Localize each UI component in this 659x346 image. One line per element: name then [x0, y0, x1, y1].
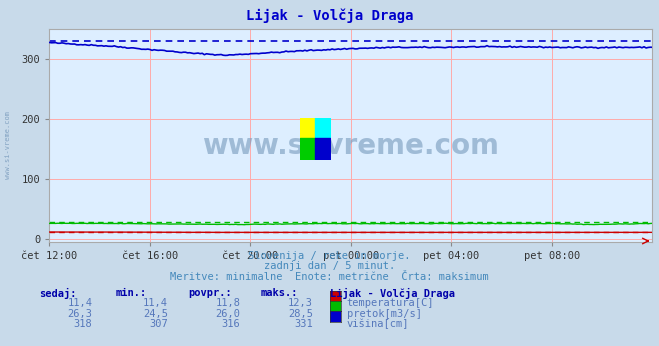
Text: 307: 307 [150, 319, 168, 329]
Text: 11,8: 11,8 [215, 298, 241, 308]
Text: 26,3: 26,3 [67, 309, 92, 319]
Text: pretok[m3/s]: pretok[m3/s] [347, 309, 422, 319]
Text: povpr.:: povpr.: [188, 288, 231, 298]
Text: 26,0: 26,0 [215, 309, 241, 319]
Text: maks.:: maks.: [260, 288, 298, 298]
Text: Lijak - Volčja Draga: Lijak - Volčja Draga [330, 288, 455, 299]
Text: Lijak - Volčja Draga: Lijak - Volčja Draga [246, 9, 413, 23]
Text: višina[cm]: višina[cm] [347, 319, 409, 329]
Text: temperatura[C]: temperatura[C] [347, 298, 434, 308]
Text: Meritve: minimalne  Enote: metrične  Črta: maksimum: Meritve: minimalne Enote: metrične Črta:… [170, 272, 489, 282]
Text: 316: 316 [222, 319, 241, 329]
Text: www.si-vreme.com: www.si-vreme.com [202, 133, 500, 161]
Text: 24,5: 24,5 [143, 309, 168, 319]
Text: 12,3: 12,3 [288, 298, 313, 308]
Text: 318: 318 [74, 319, 92, 329]
Text: www.si-vreme.com: www.si-vreme.com [5, 111, 11, 179]
Text: Slovenija / reke in morje.: Slovenija / reke in morje. [248, 251, 411, 261]
Text: 28,5: 28,5 [288, 309, 313, 319]
Text: sedaj:: sedaj: [40, 288, 77, 299]
Text: 331: 331 [295, 319, 313, 329]
Text: zadnji dan / 5 minut.: zadnji dan / 5 minut. [264, 261, 395, 271]
Text: min.:: min.: [115, 288, 146, 298]
Text: 11,4: 11,4 [67, 298, 92, 308]
Text: 11,4: 11,4 [143, 298, 168, 308]
